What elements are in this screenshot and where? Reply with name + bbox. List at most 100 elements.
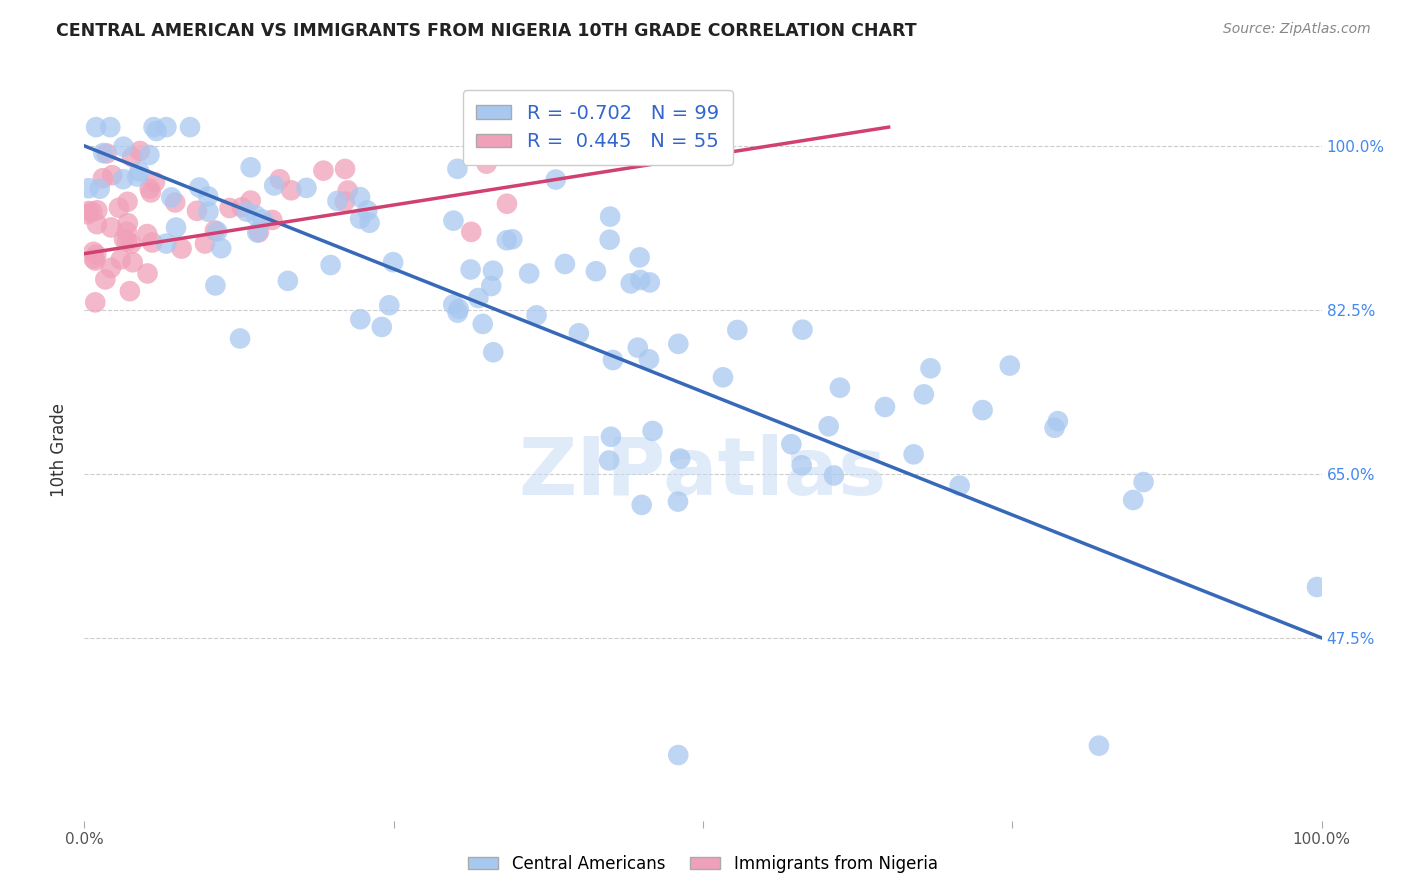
Point xyxy=(83,252,105,266)
Point xyxy=(903,447,925,461)
Point xyxy=(585,264,607,278)
Point xyxy=(780,437,803,451)
Point xyxy=(817,419,839,434)
Point xyxy=(495,233,517,247)
Point xyxy=(101,168,124,182)
Point xyxy=(475,124,498,138)
Text: CENTRAL AMERICAN VS IMMIGRANTS FROM NIGERIA 10TH GRADE CORRELATION CHART: CENTRAL AMERICAN VS IMMIGRANTS FROM NIGE… xyxy=(56,22,917,40)
Point xyxy=(471,317,494,331)
Point xyxy=(277,274,299,288)
Point xyxy=(441,297,464,311)
Point xyxy=(920,361,942,376)
Point xyxy=(231,200,253,214)
Point xyxy=(197,204,219,219)
Point xyxy=(628,251,651,265)
Point xyxy=(382,255,405,269)
Point xyxy=(664,135,686,149)
Point xyxy=(602,353,624,368)
Point xyxy=(475,156,498,170)
Point xyxy=(120,236,142,251)
Point xyxy=(84,295,107,310)
Point xyxy=(554,257,576,271)
Point xyxy=(84,253,107,268)
Point xyxy=(128,164,150,178)
Point xyxy=(118,284,141,298)
Point xyxy=(482,345,505,359)
Point xyxy=(218,201,240,215)
Point xyxy=(526,309,548,323)
Point xyxy=(86,217,108,231)
Point xyxy=(828,381,851,395)
Point xyxy=(479,279,502,293)
Point xyxy=(599,233,621,247)
Point xyxy=(620,277,643,291)
Point xyxy=(359,216,381,230)
Point xyxy=(245,208,267,222)
Point xyxy=(638,276,661,290)
Text: ZIPatlas: ZIPatlas xyxy=(519,434,887,512)
Point xyxy=(160,190,183,204)
Point xyxy=(141,235,163,250)
Point xyxy=(792,323,814,337)
Point xyxy=(443,213,465,227)
Point xyxy=(115,234,138,248)
Point xyxy=(204,278,226,293)
Point xyxy=(142,120,165,135)
Point xyxy=(108,201,131,215)
Point xyxy=(356,203,378,218)
Point xyxy=(630,498,652,512)
Point xyxy=(598,453,620,467)
Point xyxy=(628,273,651,287)
Point xyxy=(128,144,150,158)
Point xyxy=(1122,493,1144,508)
Point xyxy=(1088,739,1111,753)
Point xyxy=(555,124,578,138)
Point xyxy=(1306,580,1329,594)
Point xyxy=(823,468,845,483)
Point xyxy=(447,306,470,320)
Point xyxy=(333,194,356,209)
Point xyxy=(110,252,132,267)
Point xyxy=(91,146,114,161)
Point xyxy=(143,175,166,189)
Point xyxy=(84,120,107,135)
Point xyxy=(336,184,359,198)
Legend: R = -0.702   N = 99, R =  0.445   N = 55: R = -0.702 N = 99, R = 0.445 N = 55 xyxy=(463,90,733,165)
Point xyxy=(139,186,162,200)
Point xyxy=(467,291,489,305)
Point xyxy=(488,144,510,158)
Text: Source: ZipAtlas.com: Source: ZipAtlas.com xyxy=(1223,22,1371,37)
Point xyxy=(790,458,813,473)
Point xyxy=(145,124,167,138)
Point xyxy=(568,326,591,341)
Point xyxy=(312,163,335,178)
Point xyxy=(98,120,121,135)
Point xyxy=(349,211,371,226)
Point xyxy=(482,263,505,277)
Point xyxy=(84,247,107,261)
Point xyxy=(666,494,689,508)
Point xyxy=(295,181,318,195)
Point xyxy=(100,260,122,275)
Point xyxy=(627,341,650,355)
Point xyxy=(269,172,291,186)
Point xyxy=(197,189,219,203)
Point xyxy=(666,336,689,351)
Point xyxy=(263,178,285,193)
Point xyxy=(77,204,100,219)
Point xyxy=(115,225,138,239)
Point xyxy=(121,255,143,269)
Point xyxy=(711,370,734,384)
Point xyxy=(666,747,689,762)
Point xyxy=(235,204,257,219)
Point xyxy=(91,171,114,186)
Point xyxy=(873,400,896,414)
Y-axis label: 10th Grade: 10th Grade xyxy=(51,403,69,498)
Point xyxy=(127,169,149,184)
Point xyxy=(188,180,211,194)
Point xyxy=(1046,414,1069,428)
Point xyxy=(725,323,748,337)
Point xyxy=(599,210,621,224)
Point xyxy=(112,172,135,186)
Point xyxy=(76,207,98,221)
